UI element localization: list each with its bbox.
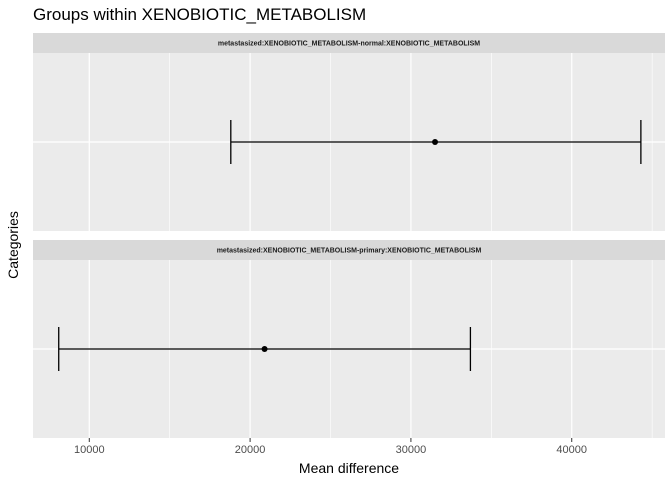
x-tick-label: 10000	[74, 444, 105, 456]
facet-strip-label: metastasized:XENOBIOTIC_METABOLISM-prima…	[217, 248, 482, 255]
y-axis-title: Categories	[5, 211, 21, 279]
chart-title: Groups within XENOBIOTIC_METABOLISM	[33, 5, 366, 24]
facet-panel: metastasized:XENOBIOTIC_METABOLISM-norma…	[33, 33, 665, 231]
facet-strip	[33, 33, 665, 53]
x-tick-label: 40000	[556, 444, 587, 456]
x-tick-label: 20000	[235, 444, 266, 456]
facet-strip	[33, 240, 665, 260]
x-tick-label: 30000	[396, 444, 427, 456]
facet-panel: metastasized:XENOBIOTIC_METABOLISM-prima…	[33, 240, 665, 438]
x-axis-ticks: 10000 20000 30000 40000	[74, 438, 587, 456]
mean-point	[432, 139, 439, 145]
x-axis-title: Mean difference	[299, 460, 399, 476]
facet-strip-label: metastasized:XENOBIOTIC_METABOLISM-norma…	[218, 41, 480, 48]
facet-panels: metastasized:XENOBIOTIC_METABOLISM-norma…	[33, 33, 665, 438]
mean-point	[261, 346, 268, 352]
